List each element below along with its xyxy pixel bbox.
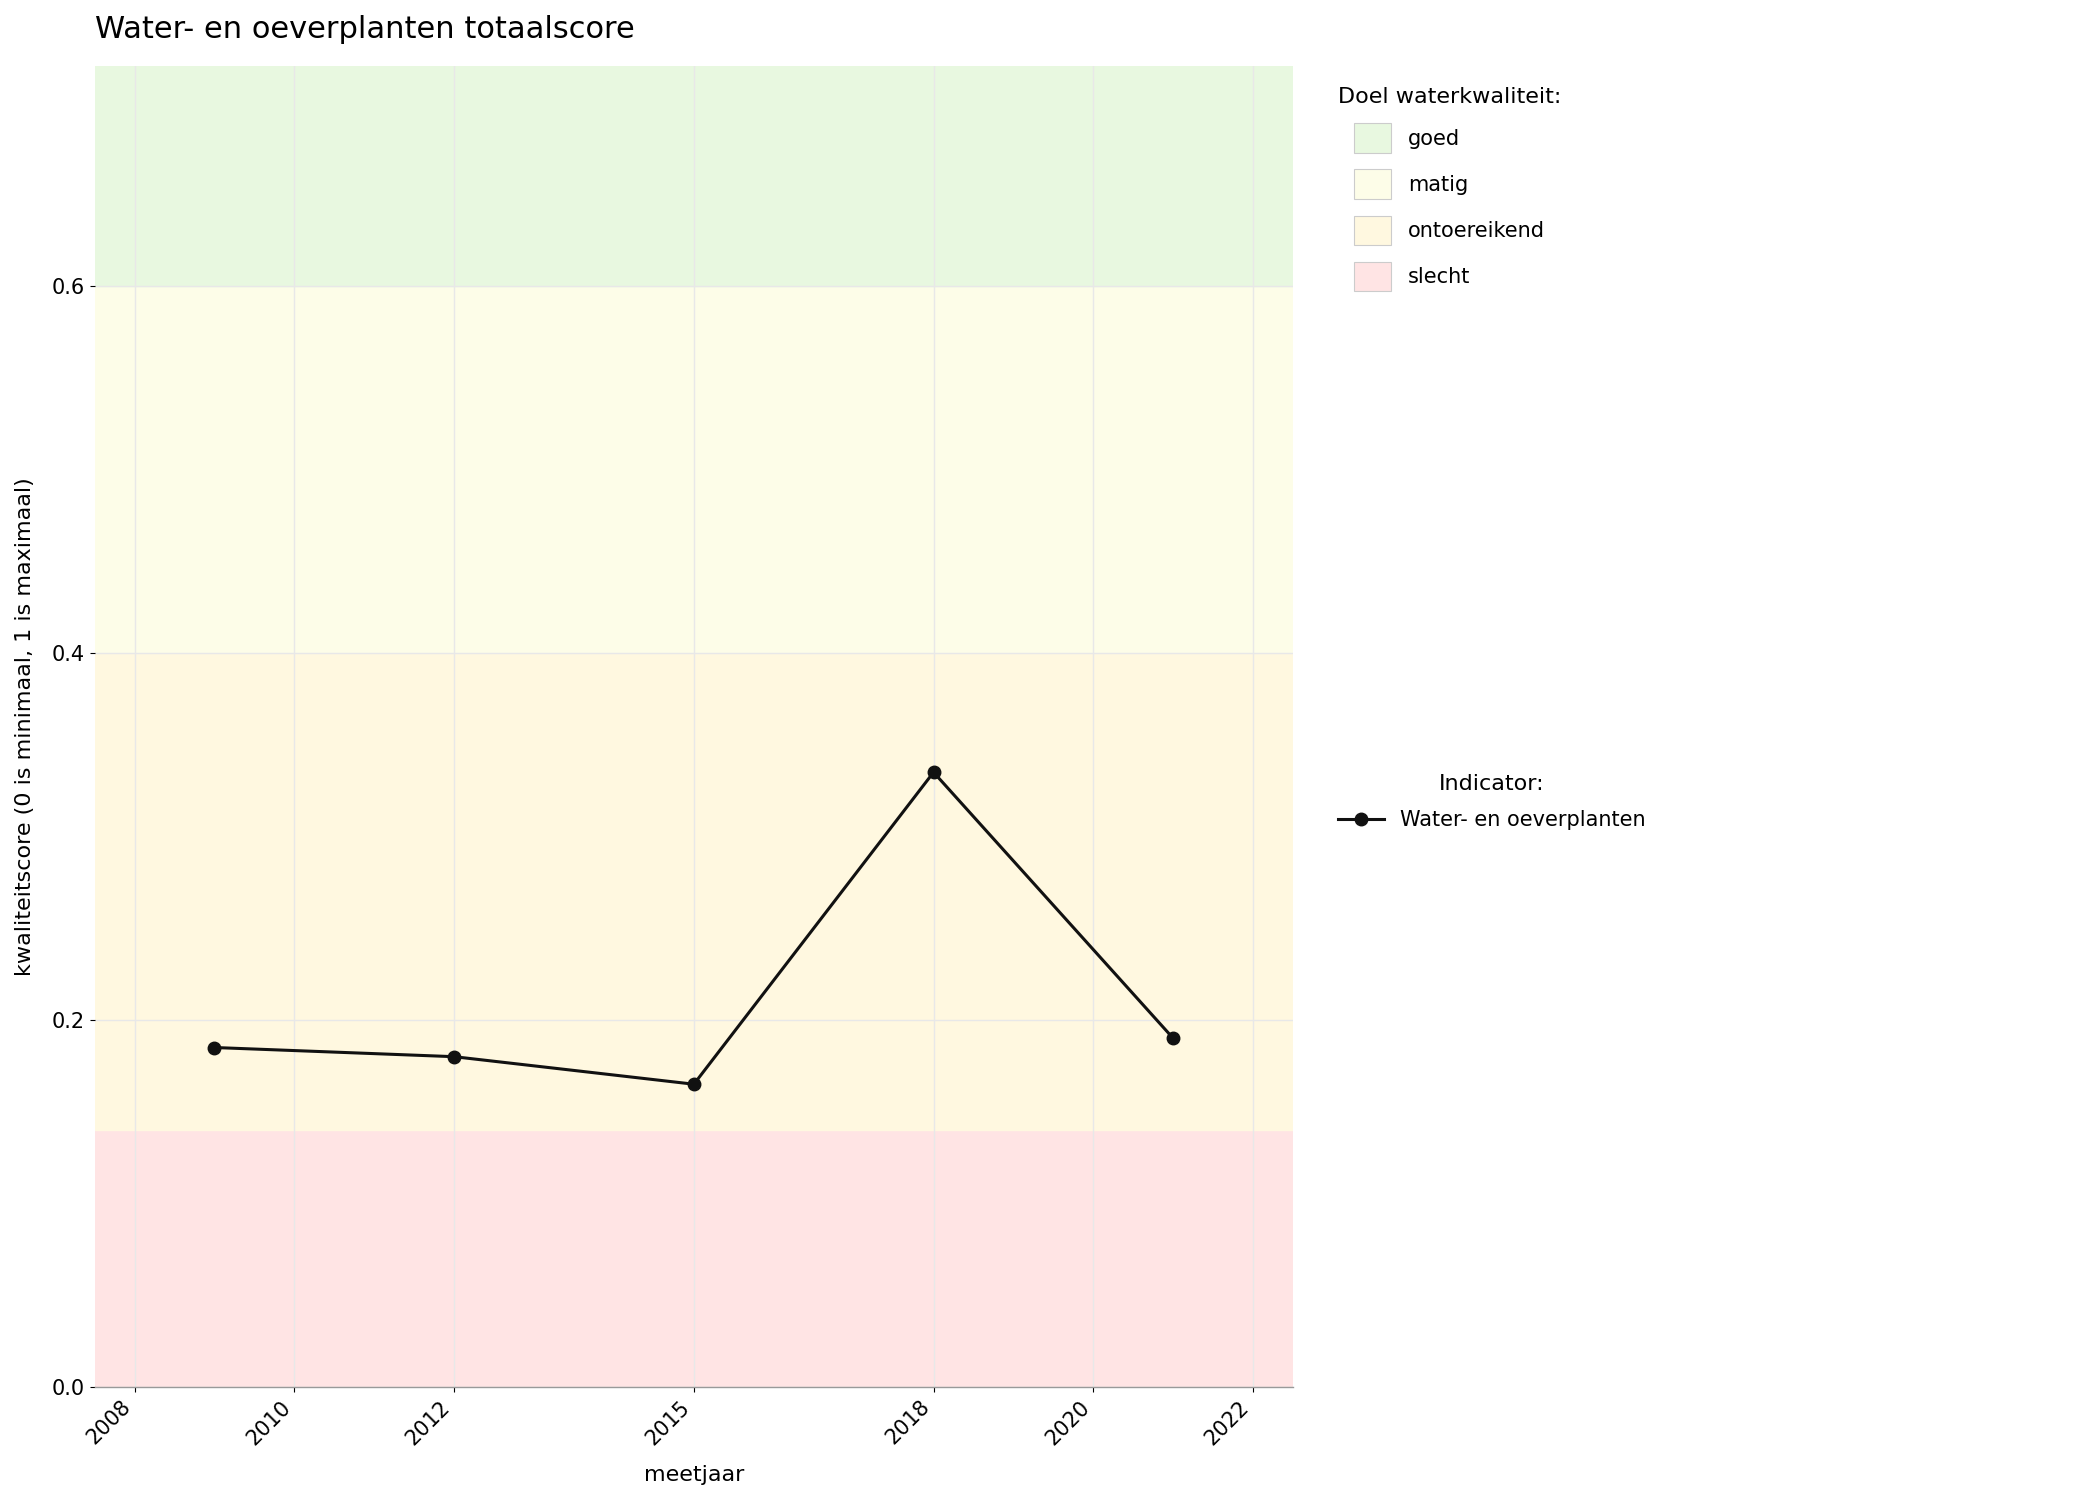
Bar — [94, 66, 1294, 286]
Bar — [94, 286, 1294, 652]
Legend: Water- en oeverplanten: Water- en oeverplanten — [1327, 764, 1657, 840]
Y-axis label: kwaliteitscore (0 is minimaal, 1 is maximaal): kwaliteitscore (0 is minimaal, 1 is maxi… — [15, 477, 36, 976]
Text: Water- en oeverplanten totaalscore: Water- en oeverplanten totaalscore — [94, 15, 634, 44]
X-axis label: meetjaar: meetjaar — [645, 1466, 743, 1485]
Bar — [94, 1130, 1294, 1388]
Bar — [94, 652, 1294, 1130]
